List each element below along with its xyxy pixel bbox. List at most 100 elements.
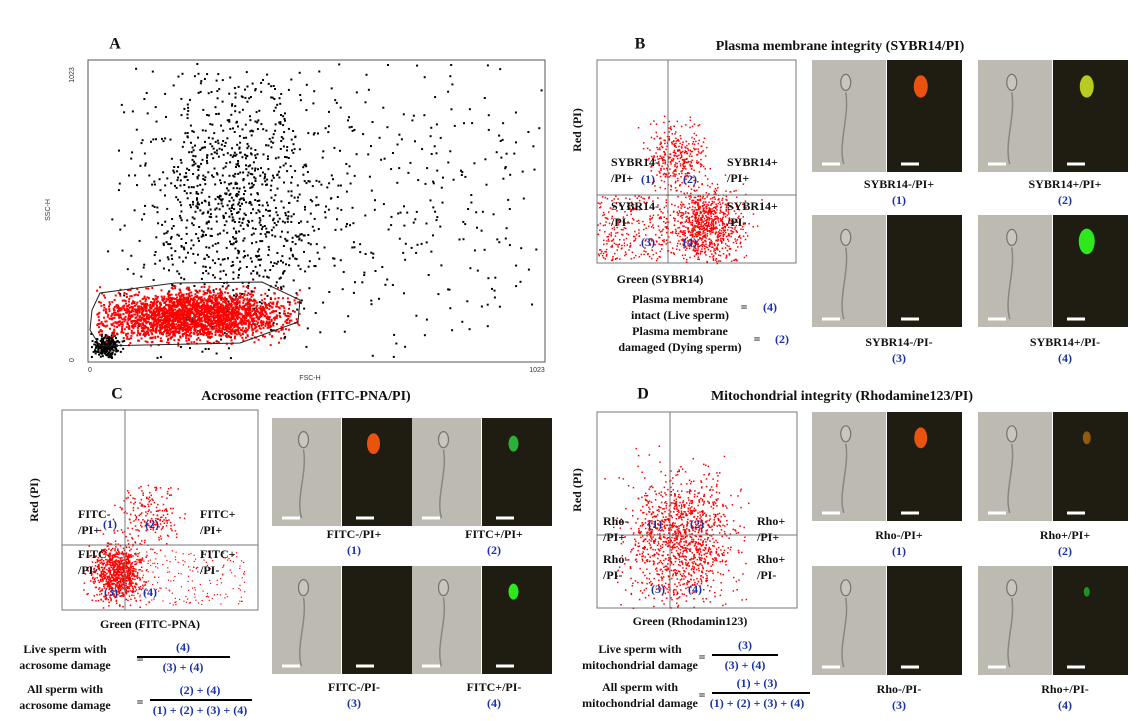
event-dot <box>271 174 274 177</box>
event-dot <box>722 237 725 240</box>
event-dot <box>288 301 291 304</box>
event-dot <box>171 287 174 290</box>
event-dot <box>694 225 696 228</box>
event-dot <box>374 199 376 202</box>
event-dot <box>440 264 443 267</box>
event-dot <box>745 232 747 234</box>
event-dot <box>173 171 176 174</box>
event-dot <box>114 294 117 297</box>
event-dot <box>144 321 147 323</box>
event-dot <box>226 286 228 289</box>
event-dot <box>135 128 138 131</box>
event-dot <box>178 301 181 304</box>
event-dot <box>307 180 310 183</box>
event-dot <box>717 231 720 233</box>
event-dot <box>149 326 152 329</box>
event-dot <box>709 208 712 210</box>
event-dot <box>249 115 251 118</box>
event-dot <box>705 228 707 231</box>
event-dot <box>215 207 218 210</box>
event-dot <box>678 210 681 212</box>
event-dot <box>123 307 126 310</box>
event-dot <box>210 301 213 304</box>
event-dot <box>199 183 202 186</box>
event-dot <box>165 241 168 244</box>
event-dot <box>284 336 287 338</box>
event-dot <box>699 228 701 231</box>
event-dot <box>720 237 722 240</box>
event-dot <box>694 213 696 215</box>
event-dot <box>133 304 136 307</box>
event-dot <box>155 327 158 330</box>
event-dot <box>305 345 308 348</box>
event-dot <box>179 159 182 161</box>
event-dot <box>709 209 711 211</box>
event-dot <box>200 191 203 194</box>
event-dot <box>128 306 131 309</box>
event-dot <box>270 85 273 88</box>
event-dot <box>292 130 295 132</box>
event-dot <box>739 241 742 243</box>
event-dot <box>688 231 690 234</box>
event-dot <box>231 213 233 216</box>
event-dot <box>192 224 195 227</box>
event-dot <box>702 210 704 213</box>
event-dot <box>680 201 683 203</box>
event-dot <box>181 316 184 318</box>
event-dot <box>692 240 694 243</box>
event-dot <box>735 189 737 192</box>
event-dot <box>327 208 330 211</box>
event-dot <box>258 274 261 277</box>
event-dot <box>103 352 106 355</box>
event-dot <box>680 239 683 241</box>
event-dot <box>192 203 195 206</box>
event-dot <box>189 323 192 326</box>
event-dot <box>703 220 705 222</box>
event-dot <box>679 235 681 238</box>
event-dot <box>219 179 222 182</box>
event-dot <box>373 208 376 211</box>
event-dot <box>680 190 682 193</box>
event-dot <box>180 309 183 312</box>
event-dot <box>136 311 139 314</box>
event-dot <box>251 328 254 331</box>
event-dot <box>679 211 681 214</box>
event-dot <box>238 187 241 190</box>
event-dot <box>191 216 194 219</box>
event-dot <box>153 312 156 315</box>
event-dot <box>232 313 235 316</box>
event-dot <box>694 196 697 199</box>
event-dot <box>172 302 175 305</box>
event-dot <box>212 315 215 318</box>
event-dot <box>208 246 211 249</box>
event-dot <box>116 339 119 342</box>
event-dot <box>168 311 171 314</box>
event-dot <box>681 221 683 224</box>
event-dot <box>315 196 318 199</box>
event-dot <box>201 299 204 302</box>
event-dot <box>742 203 744 205</box>
event-dot <box>190 320 193 323</box>
event-dot <box>702 236 704 238</box>
event-dot <box>198 325 201 328</box>
event-dot <box>218 319 221 322</box>
event-dot <box>698 227 700 229</box>
event-dot <box>232 306 235 309</box>
event-dot <box>121 318 124 321</box>
event-dot <box>219 288 222 291</box>
event-dot <box>241 320 244 323</box>
event-dot <box>155 236 158 239</box>
event-dot <box>128 312 131 315</box>
event-dot <box>281 255 284 258</box>
event-dot <box>416 64 419 67</box>
event-dot <box>298 148 301 151</box>
event-dot <box>163 325 166 328</box>
event-dot <box>187 318 190 321</box>
event-dot <box>138 310 141 312</box>
event-dot <box>714 216 716 218</box>
event-dot <box>140 305 143 308</box>
event-dot <box>702 230 705 232</box>
event-dot <box>197 298 200 301</box>
event-dot <box>349 182 352 185</box>
event-dot <box>235 287 238 290</box>
